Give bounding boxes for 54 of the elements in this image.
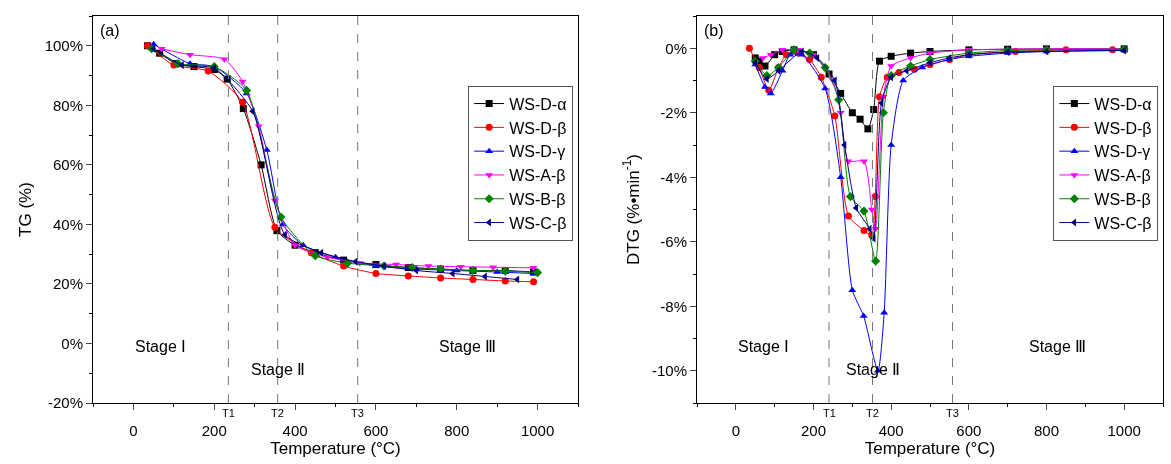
x-tick-label: 800: [444, 422, 470, 439]
legend-label: WS-C-β: [509, 214, 567, 232]
ref-line-label: T3: [946, 407, 959, 419]
annotation: (a): [100, 22, 120, 39]
x-axis-title: Temperature (°C): [270, 439, 401, 459]
x-tick-label: 1000: [1107, 422, 1141, 439]
ref-line-label: T3: [351, 407, 364, 419]
y-tick-label: -10%: [651, 362, 687, 379]
legend-label: WS-D-β: [1094, 119, 1152, 137]
legend-label: WS-D-γ: [1094, 143, 1151, 161]
legend-label: WS-D-γ: [509, 143, 566, 161]
x-tick-label: 0: [731, 422, 740, 439]
y-tick-label: -2%: [660, 104, 687, 121]
legend-label: WS-B-β: [1094, 191, 1151, 208]
y-tick-label: 20%: [52, 275, 83, 293]
ref-line-label: T2: [866, 407, 879, 419]
legend-label: WS-C-β: [1094, 214, 1152, 232]
y-tick-label: 80%: [52, 96, 83, 114]
legend-label: WS-D-β: [509, 119, 567, 137]
annotation: Stage Ⅲ: [1029, 338, 1087, 355]
annotation: Stage Ⅱ: [846, 361, 901, 378]
y-axis-title: TG (%): [16, 182, 36, 237]
y-tick-label: 60%: [52, 156, 83, 174]
y-tick-label: 100%: [44, 37, 83, 55]
legend-label: WS-D-α: [509, 95, 567, 113]
y-tick-label: -4%: [660, 168, 687, 186]
annotation: (b): [704, 22, 724, 39]
x-tick-label: 400: [282, 422, 308, 439]
x-tick-label: 0: [129, 422, 138, 439]
x-tick-label: 1000: [520, 422, 555, 439]
y-tick-label: 0%: [61, 334, 83, 352]
x-tick-label: 200: [800, 422, 827, 439]
x-tick-label: 200: [201, 422, 227, 439]
annotation: Stage Ⅰ: [738, 338, 790, 355]
legend-label: WS-A-β: [509, 167, 566, 185]
y-tick-label: -20%: [47, 394, 83, 412]
y-tick-label: -6%: [660, 233, 687, 250]
legend-label: WS-A-β: [1094, 167, 1151, 185]
ref-line-label: T1: [222, 407, 235, 419]
x-tick-label: 600: [363, 422, 389, 439]
y-tick-label: 40%: [52, 215, 83, 233]
legend-label: WS-D-α: [1094, 95, 1152, 113]
x-tick-label: 400: [878, 422, 904, 439]
annotation: Stage Ⅱ: [251, 361, 306, 378]
ref-line-label: T1: [823, 407, 836, 419]
x-tick-label: 600: [956, 422, 982, 439]
ref-line-label: T2: [271, 407, 284, 419]
annotation: Stage Ⅰ: [135, 338, 187, 355]
annotation: Stage Ⅲ: [439, 338, 497, 355]
y-tick-label: -8%: [660, 297, 687, 315]
x-axis-title: Temperature (°C): [864, 439, 996, 459]
legend-label: WS-B-β: [509, 191, 566, 208]
x-tick-label: 800: [1033, 422, 1060, 439]
y-tick-label: 0%: [665, 39, 687, 57]
